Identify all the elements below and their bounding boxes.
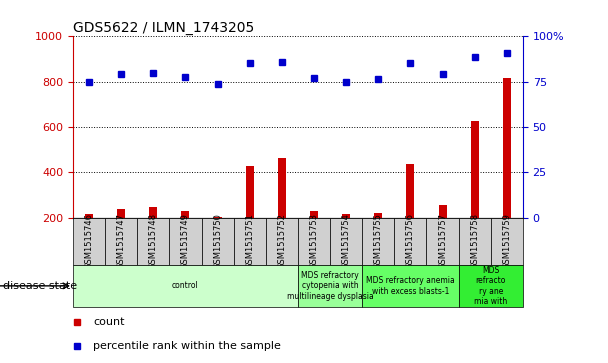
Bar (278, 158, 286, 218)
FancyBboxPatch shape (233, 218, 266, 265)
FancyBboxPatch shape (298, 218, 330, 265)
Bar (246, 166, 254, 218)
Bar (342, 215, 350, 218)
Text: count: count (93, 317, 125, 327)
Text: GSM1515754: GSM1515754 (342, 213, 351, 269)
Text: control: control (172, 281, 199, 290)
FancyBboxPatch shape (105, 218, 137, 265)
Bar (150, 207, 157, 218)
Bar (117, 209, 125, 218)
FancyBboxPatch shape (73, 218, 105, 265)
Bar (375, 213, 382, 218)
Text: MDS
refracto
ry ane
mia with: MDS refracto ry ane mia with (474, 266, 507, 306)
FancyBboxPatch shape (491, 218, 523, 265)
Bar (471, 121, 478, 218)
FancyBboxPatch shape (137, 218, 170, 265)
FancyBboxPatch shape (426, 218, 458, 265)
FancyBboxPatch shape (266, 218, 298, 265)
FancyBboxPatch shape (362, 265, 458, 307)
Bar (310, 211, 318, 218)
Text: GSM1515752: GSM1515752 (277, 213, 286, 269)
FancyBboxPatch shape (201, 218, 233, 265)
Text: GSM1515746: GSM1515746 (85, 213, 94, 269)
FancyBboxPatch shape (298, 265, 362, 307)
Text: GSM1515755: GSM1515755 (374, 213, 383, 269)
Text: GSM1515753: GSM1515753 (309, 213, 319, 269)
Text: MDS refractory
cytopenia with
multilineage dysplasia: MDS refractory cytopenia with multilinea… (287, 271, 373, 301)
Text: GSM1515757: GSM1515757 (438, 213, 447, 269)
Text: GSM1515748: GSM1515748 (149, 213, 158, 269)
Bar (213, 217, 221, 218)
Text: disease state: disease state (3, 281, 77, 291)
Text: GSM1515751: GSM1515751 (245, 213, 254, 269)
Bar (438, 205, 446, 218)
Bar (181, 211, 190, 218)
Text: GSM1515756: GSM1515756 (406, 213, 415, 269)
Text: GSM1515749: GSM1515749 (181, 213, 190, 269)
Bar (503, 78, 511, 218)
Text: GSM1515759: GSM1515759 (502, 213, 511, 269)
FancyBboxPatch shape (73, 265, 298, 307)
FancyBboxPatch shape (170, 218, 201, 265)
FancyBboxPatch shape (458, 265, 523, 307)
FancyBboxPatch shape (330, 218, 362, 265)
FancyBboxPatch shape (395, 218, 426, 265)
Text: GDS5622 / ILMN_1743205: GDS5622 / ILMN_1743205 (73, 21, 254, 35)
Text: GSM1515750: GSM1515750 (213, 213, 222, 269)
FancyBboxPatch shape (458, 218, 491, 265)
FancyBboxPatch shape (362, 218, 395, 265)
Bar (85, 215, 93, 218)
Text: GSM1515747: GSM1515747 (117, 213, 126, 269)
Text: percentile rank within the sample: percentile rank within the sample (93, 341, 281, 351)
Text: MDS refractory anemia
with excess blasts-1: MDS refractory anemia with excess blasts… (366, 276, 455, 295)
Bar (406, 164, 415, 218)
Text: GSM1515758: GSM1515758 (470, 213, 479, 269)
